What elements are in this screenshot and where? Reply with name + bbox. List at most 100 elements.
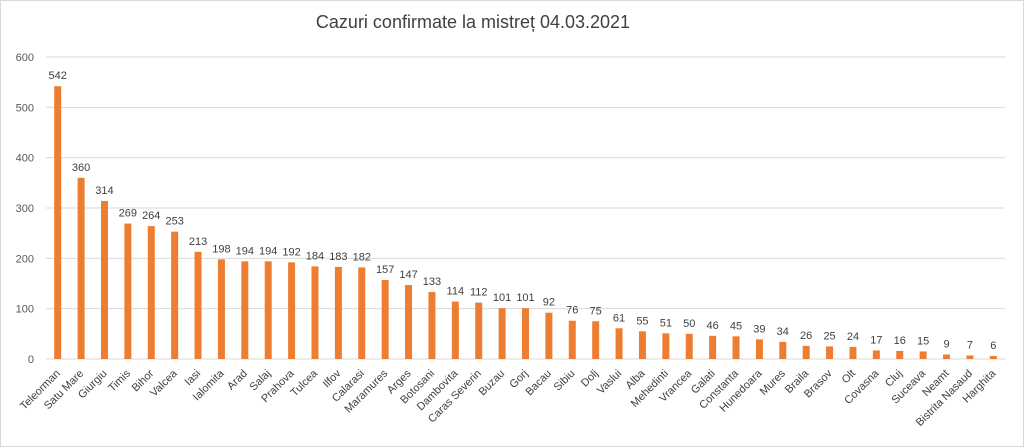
bar <box>264 261 272 359</box>
bar <box>498 308 506 359</box>
bar <box>522 308 529 359</box>
bar <box>709 335 717 359</box>
x-tick-label: Arad <box>225 368 250 393</box>
bar <box>568 320 576 359</box>
data-label: 75 <box>590 305 602 317</box>
bar <box>943 354 951 359</box>
data-label: 24 <box>847 331 859 343</box>
chart-title: Cazuri confirmate la mistreț 04.03.2021 <box>316 12 630 32</box>
bar <box>732 336 740 359</box>
x-tick-label: Tulcea <box>289 367 321 399</box>
data-label: 182 <box>353 251 371 263</box>
bar <box>755 339 763 359</box>
data-label: 6 <box>990 340 996 352</box>
data-label: 360 <box>72 162 90 174</box>
data-label: 51 <box>660 317 672 329</box>
data-label: 194 <box>259 245 277 257</box>
bar <box>826 346 834 359</box>
data-label: 76 <box>566 305 578 317</box>
bar <box>217 259 225 359</box>
y-tick-label: 300 <box>16 203 34 215</box>
bar <box>685 333 693 359</box>
x-tick-label: Timis <box>106 367 133 394</box>
bar <box>615 328 623 359</box>
data-label: 17 <box>870 334 882 346</box>
bar <box>147 226 155 359</box>
x-tick-label: Valcea <box>148 367 180 399</box>
data-label: 112 <box>470 287 488 299</box>
bar <box>100 200 108 359</box>
bar <box>802 345 810 359</box>
data-label: 192 <box>282 246 300 258</box>
data-label: 61 <box>613 312 625 324</box>
y-tick-label: 200 <box>16 253 34 265</box>
data-label: 198 <box>212 243 230 255</box>
data-label: 542 <box>49 70 67 82</box>
bar <box>54 86 62 360</box>
bar <box>919 351 927 359</box>
bar <box>334 266 342 359</box>
x-tick-label: Olt <box>840 368 858 386</box>
bar <box>872 350 880 359</box>
y-tick-label: 500 <box>16 102 34 114</box>
data-label: 184 <box>306 250 324 262</box>
bar <box>638 331 646 359</box>
data-label: 9 <box>943 338 949 350</box>
data-label: 101 <box>493 292 511 304</box>
x-tick-label: Buzau <box>477 368 508 399</box>
bar <box>545 312 553 359</box>
bar <box>849 346 857 359</box>
data-label: 15 <box>917 335 929 347</box>
data-label: 46 <box>706 320 718 332</box>
bar <box>124 223 132 359</box>
data-label: 213 <box>189 236 207 248</box>
data-label: 39 <box>753 323 765 335</box>
bar <box>288 262 296 359</box>
bar <box>194 251 202 359</box>
x-tick-label: Vaslui <box>595 368 624 397</box>
data-label: 314 <box>95 185 113 197</box>
data-label: 92 <box>543 297 555 309</box>
x-tick-label: Mures <box>758 367 788 397</box>
y-tick-label: 0 <box>28 354 34 366</box>
data-label: 157 <box>376 264 394 276</box>
bar <box>77 177 85 359</box>
data-label: 34 <box>777 326 789 338</box>
bar <box>171 231 179 359</box>
bar <box>966 355 974 359</box>
bar <box>989 355 997 359</box>
data-label: 7 <box>967 339 973 351</box>
data-label: 25 <box>823 330 835 342</box>
data-label: 101 <box>516 292 534 304</box>
bar <box>662 333 670 359</box>
bar <box>475 302 483 359</box>
y-tick-label: 600 <box>16 52 34 64</box>
data-label: 183 <box>329 251 347 263</box>
data-label: 253 <box>165 216 183 228</box>
data-label: 269 <box>119 208 137 220</box>
data-label: 16 <box>894 335 906 347</box>
x-tick-label: Sibiu <box>552 368 578 394</box>
data-label: 55 <box>636 315 648 327</box>
bar <box>311 266 319 359</box>
data-label: 50 <box>683 318 695 330</box>
bar <box>241 261 249 359</box>
data-label: 147 <box>399 269 417 281</box>
bar <box>405 285 413 359</box>
x-tick-label: Bacau <box>523 368 554 399</box>
bar <box>358 267 366 359</box>
bar <box>779 341 787 359</box>
bar <box>896 350 904 359</box>
data-label: 264 <box>142 210 160 222</box>
data-label: 26 <box>800 330 812 342</box>
data-label: 114 <box>447 286 465 298</box>
bar <box>451 301 459 359</box>
bar <box>381 279 389 359</box>
data-label: 194 <box>236 245 254 257</box>
data-label: 45 <box>730 320 742 332</box>
y-tick-label: 400 <box>16 153 34 165</box>
y-tick-label: 100 <box>16 304 34 316</box>
bar <box>428 292 436 359</box>
